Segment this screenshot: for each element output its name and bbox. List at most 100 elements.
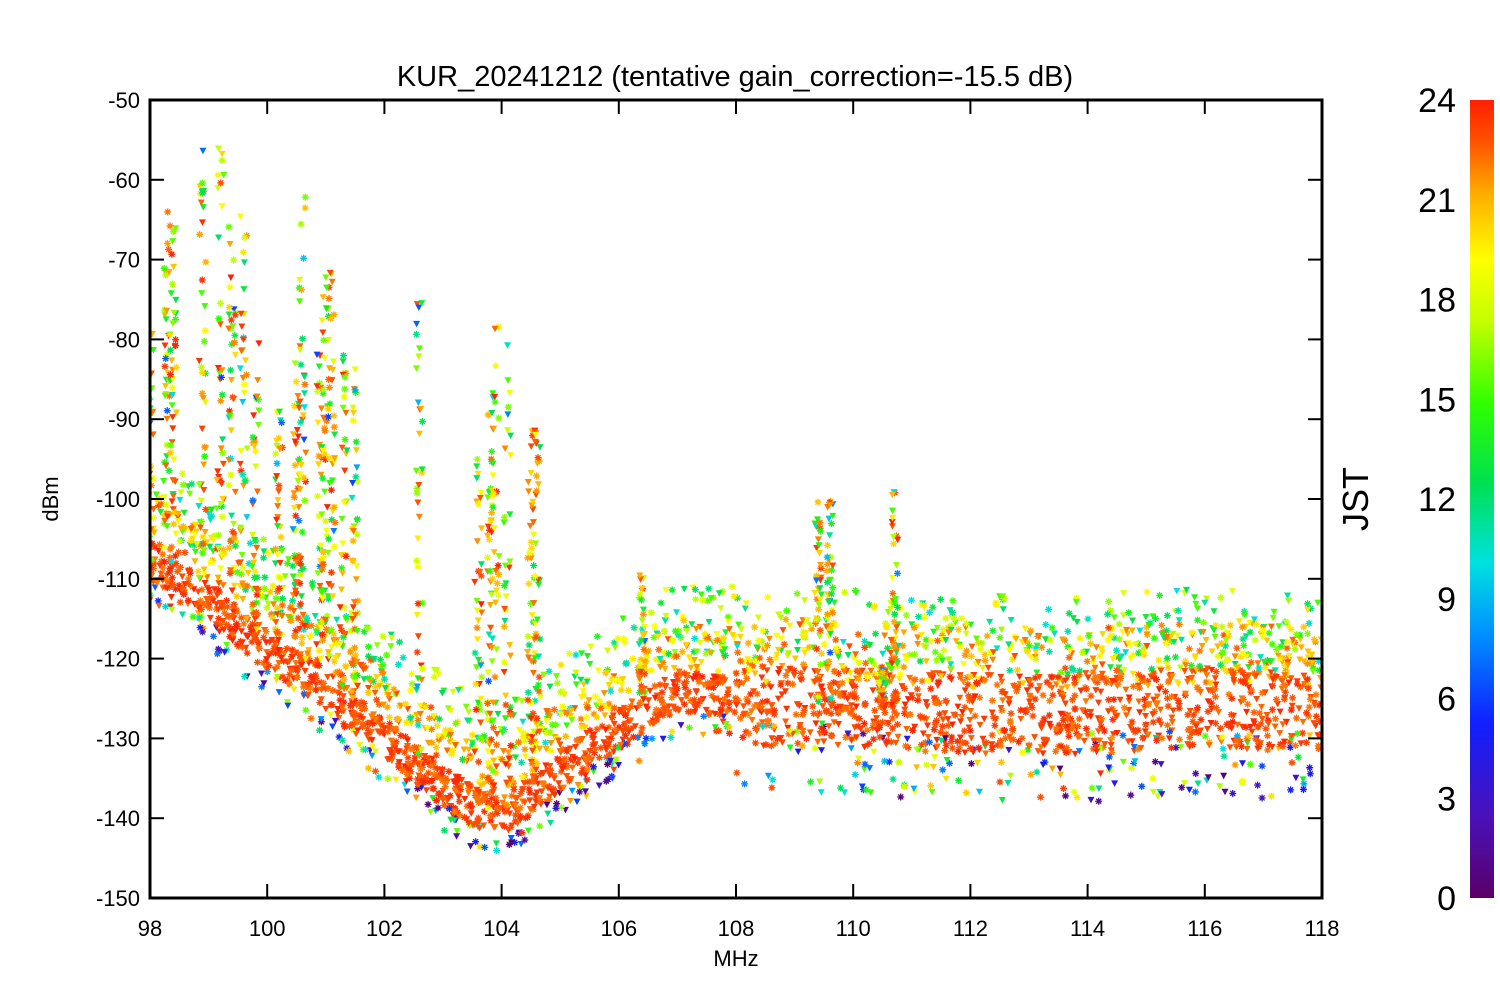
data-point [814,697,822,705]
data-point [545,667,553,675]
data-point [769,776,777,784]
data-point [1115,620,1123,628]
data-point [217,565,225,572]
data-point [461,813,469,821]
data-point [915,693,923,700]
data-point [1185,786,1193,794]
data-point [966,727,974,735]
data-point [1084,615,1092,623]
data-point [690,656,698,664]
data-point [316,699,324,707]
data-point [500,658,508,666]
data-point [718,587,726,595]
data-point [906,651,914,659]
data-point [544,785,552,792]
data-point [680,679,688,687]
data-point [928,638,936,645]
data-point [300,626,308,634]
data-point [754,614,762,622]
data-point [413,320,421,328]
data-point [1094,728,1102,735]
data-point [1258,794,1266,802]
data-point [815,542,823,549]
data-point [806,622,814,629]
data-point [1065,609,1073,617]
data-point [1119,612,1127,619]
data-point [1140,735,1148,742]
data-point [404,754,412,762]
data-point [1250,708,1258,716]
data-point [428,777,436,785]
data-point [328,278,336,286]
data-point [492,794,500,802]
data-point [862,786,870,794]
data-point [958,614,966,622]
data-point [465,708,473,716]
data-point [608,713,616,721]
data-point [852,586,860,594]
data-point [963,647,971,655]
data-point [155,548,163,555]
data-point [1184,678,1192,686]
data-point [1225,690,1233,698]
data-point [451,742,459,749]
data-point [1105,598,1113,606]
data-point [948,721,956,729]
data-point [492,587,500,595]
data-point [678,648,686,656]
data-point [1173,587,1181,595]
data-point [215,580,223,587]
data-point [194,567,202,575]
data-point [724,613,732,621]
data-point [527,699,535,707]
data-point [1165,735,1173,742]
data-point [861,760,869,768]
data-point [364,689,372,697]
data-point [973,759,981,767]
data-point [267,610,275,618]
data-point [439,794,447,802]
data-point [1152,615,1160,623]
data-point [493,809,501,817]
data-point [1061,664,1069,672]
data-point [1136,627,1144,635]
data-point [1043,678,1051,686]
data-point [219,582,227,589]
data-point [840,668,848,676]
data-point [168,439,176,446]
data-point [1163,612,1171,620]
data-point [733,680,741,688]
data-point [839,664,847,672]
data-point [198,425,206,433]
data-point [200,571,208,578]
data-point [166,371,174,379]
data-point [294,478,302,485]
data-point [1149,788,1157,796]
data-point [850,689,858,697]
data-point [229,393,237,401]
data-point [340,393,348,401]
data-point [163,572,171,580]
data-point [610,766,618,774]
data-point [455,785,463,792]
data-point [934,679,942,687]
data-point [748,716,756,724]
data-point [683,692,691,700]
data-point [162,316,170,323]
data-point [790,666,798,674]
data-point [1009,736,1017,744]
data-point [322,274,330,281]
data-point [888,660,896,667]
data-point [543,708,551,715]
data-point [433,722,441,730]
data-point [999,687,1007,695]
data-point [989,627,997,635]
data-point [671,627,679,635]
data-point [820,640,828,648]
data-point [286,615,294,622]
data-point [722,629,730,636]
data-point [1137,744,1145,752]
data-point [199,395,207,402]
data-point [421,703,429,711]
